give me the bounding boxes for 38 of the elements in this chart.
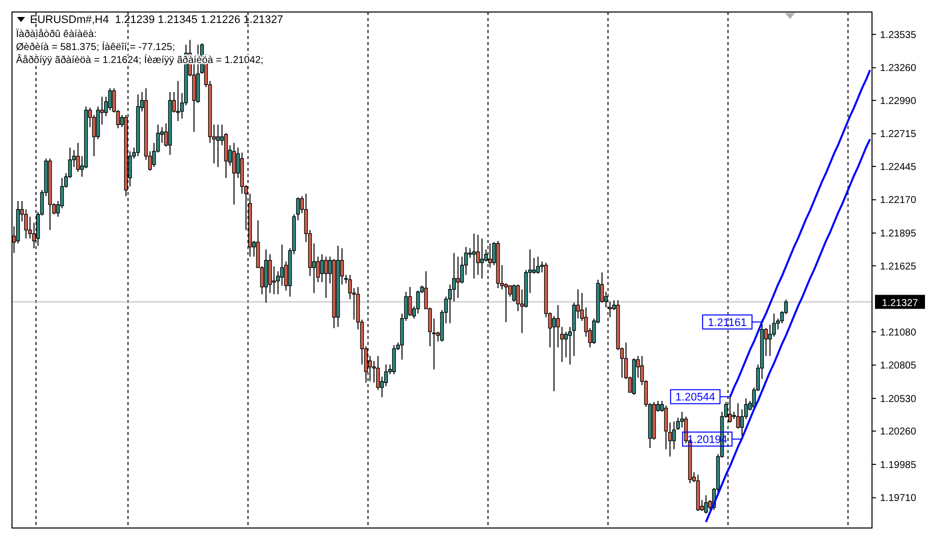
candlestick [76,142,80,172]
candlestick [392,344,396,375]
candlestick [176,80,180,122]
y-tick-label: 1.20260 [880,426,917,438]
annotation: 1.20544 [675,392,716,404]
y-tick-label: 1.22445 [880,162,917,173]
candlestick [324,256,328,298]
y-tick-label: 1.22715 [880,129,917,140]
y-tick-label: 1.19985 [880,460,917,471]
candlestick [512,284,516,302]
candlestick [476,234,480,276]
candlestick [736,402,740,430]
candlestick [704,494,708,514]
annotation: Øèðèíà = 581.375; Íàêëîí = -77.125; [16,41,176,53]
y-tick-label: 1.19710 [880,493,917,504]
y-tick-label: 1.23535 [880,30,917,41]
annotation: Ïàðàìåòðû êàíàëà: [16,28,97,40]
candlestick [532,257,536,274]
candlestick [480,238,484,279]
ref-line-label: 1.21327 [882,298,919,309]
y-tick-label: 1.23260 [880,63,917,74]
candlestick [216,124,220,168]
candlestick [536,256,540,274]
annotation: 1.21161 [708,316,747,329]
y-tick-label: 1.21080 [880,327,917,338]
y-tick-label: 1.20805 [880,360,917,372]
y-tick-label: 1.22990 [880,96,917,107]
y-tick-label: 1.22170 [880,195,917,206]
candlestick [232,142,236,206]
candlestick [472,233,476,279]
y-tick-label: 1.21625 [880,261,917,272]
candlestick [552,316,556,392]
y-tick-label: 1.21895 [880,228,917,240]
chart-title: EURUSDm#,H4 1.21239 1.21345 1.21226 1.21327 [30,14,284,26]
candlestick [456,256,460,298]
candlestick [320,254,324,283]
candlestick [408,286,412,317]
y-tick-label: 1.20530 [880,394,917,405]
